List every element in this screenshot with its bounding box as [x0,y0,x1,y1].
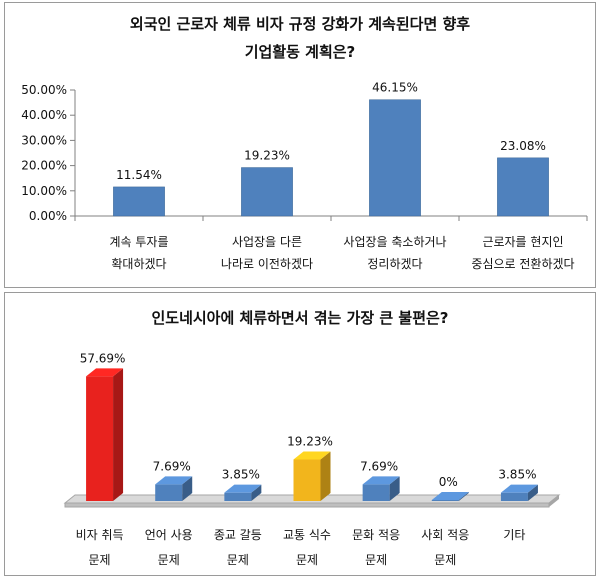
bar-top [155,476,193,485]
category-label: 언어 사용 [145,528,193,542]
category-label: 사업장을 축소하거나 [343,235,446,249]
category-label: 계속 투자를 [109,235,168,249]
bar [113,186,165,217]
category-label: 문제 [365,553,387,567]
data-label: 0% [439,475,458,489]
category-label: 교통 식수 [283,528,331,542]
category-label: 사회 적응 [421,528,469,542]
category-label: 문제 [158,553,180,567]
data-label: 11.54% [116,168,162,182]
data-label: 3.85% [222,468,260,482]
bar-top [224,484,262,493]
bar-top [293,451,331,460]
bar-side [320,451,331,501]
category-label: 중심으로 전환하겠다 [471,257,574,271]
data-label: 19.23% [287,434,333,448]
bar-side [527,484,538,501]
category-label: 문제 [89,553,111,567]
chart-title: 인도네시아에 체류하면서 겪는 가장 큰 불편은? [151,309,449,327]
category-label: 문제 [434,553,456,567]
bar-side [113,368,124,501]
category-label: 사업장을 다른 [232,235,302,249]
data-label: 46.15% [372,81,418,95]
category-label: 종교 갈등 [214,528,262,542]
y-tick-label: 50.00% [21,83,67,97]
bar-top [362,476,400,485]
bar [241,167,293,217]
y-tick-label: 10.00% [21,184,67,198]
y-tick-label: 20.00% [21,159,67,173]
chart-floor-front [64,502,550,508]
bar-side [251,484,262,501]
bar-front [155,484,183,501]
bar [369,99,421,217]
bar-top [86,368,124,377]
category-label: 확대하겠다 [111,257,166,271]
bar-front [362,484,390,501]
category-label: 문제 [296,553,318,567]
y-tick-label: 40.00% [21,108,67,122]
bar-side [389,476,400,501]
category-label: 기타 [503,528,525,542]
bar-chart-top: 0.00% 10.00% 20.00% 30.00% 40.00% 50.00% 11.54… [21,81,588,271]
bar-top [500,484,538,493]
y-tick-label: 30.00% [21,133,67,147]
bar-side [458,492,469,501]
bar-front [431,500,459,501]
data-label: 7.69% [360,459,398,473]
data-label: 7.69% [153,459,191,473]
bar-top [431,492,469,500]
data-label: 19.23% [244,149,290,163]
chart-title-line-2: 기업활동 계획은? [244,43,356,61]
data-label: 23.08% [500,139,546,153]
bar-side [182,476,193,501]
category-label: 근로자를 현지인 [482,235,563,249]
chart-title-line-1: 외국인 근로자 체류 비자 규정 강화가 계속된다면 향후 [129,15,471,33]
bar-front [224,492,252,501]
y-tick-label: 0.00% [29,209,67,223]
data-label: 57.69% [80,351,126,365]
data-label: 3.85% [498,468,536,482]
category-label: 정리하겠다 [367,257,422,271]
category-label: 비자 취득 [76,528,124,542]
chart-floor-side [549,495,559,507]
bar-front [500,492,528,501]
category-label: 나라로 이전하겠다 [221,257,313,271]
bar [497,157,549,217]
category-label: 문화 적응 [352,528,400,542]
category-label: 문제 [227,553,249,567]
bar-front [86,376,114,501]
chart-panel-top: 외국인 근로자 체류 비자 규정 강화가 계속된다면 향후 기업활동 계획은? … [4,2,596,288]
bar-front [293,459,321,501]
